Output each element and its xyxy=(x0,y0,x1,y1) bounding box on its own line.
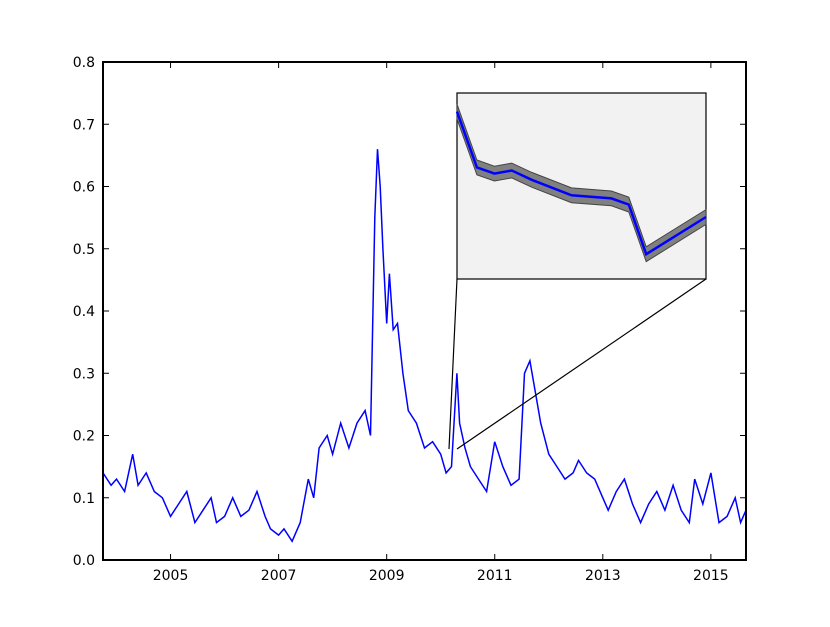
y-tick-label: 0.7 xyxy=(73,117,95,133)
x-tick-label: 2013 xyxy=(585,568,621,584)
x-axis: 2005 2007 2009 2011 2013 2015 xyxy=(153,62,729,584)
x-tick-label: 2011 xyxy=(477,568,513,584)
inset-line xyxy=(455,111,707,257)
x-tick-label: 2015 xyxy=(693,568,729,584)
inset-connector xyxy=(456,278,707,450)
x-tick-label: 2005 xyxy=(153,568,189,584)
y-tick-label: 0.8 xyxy=(73,55,95,71)
y-tick-label: 0.3 xyxy=(73,366,95,382)
y-tick-label: 0.2 xyxy=(73,429,95,445)
series-line xyxy=(102,149,747,543)
x-tick-label: 2007 xyxy=(261,568,297,584)
x-tick-label: 2009 xyxy=(369,568,405,584)
y-tick-label: 0.4 xyxy=(73,304,95,320)
inset-band xyxy=(456,104,707,263)
y-tick-label: 0.1 xyxy=(73,491,95,507)
y-tick-label: 0.6 xyxy=(73,180,95,196)
inset-frame xyxy=(456,92,707,280)
y-tick-label: 0.5 xyxy=(73,242,95,258)
inset-connector xyxy=(448,278,458,450)
y-axis: 0.0 0.1 0.2 0.3 0.4 0.5 0.6 0.7 0.8 xyxy=(73,55,746,569)
inset-zoom xyxy=(448,92,707,450)
y-tick-label: 0.0 xyxy=(73,553,95,569)
main-series-group xyxy=(102,149,747,543)
